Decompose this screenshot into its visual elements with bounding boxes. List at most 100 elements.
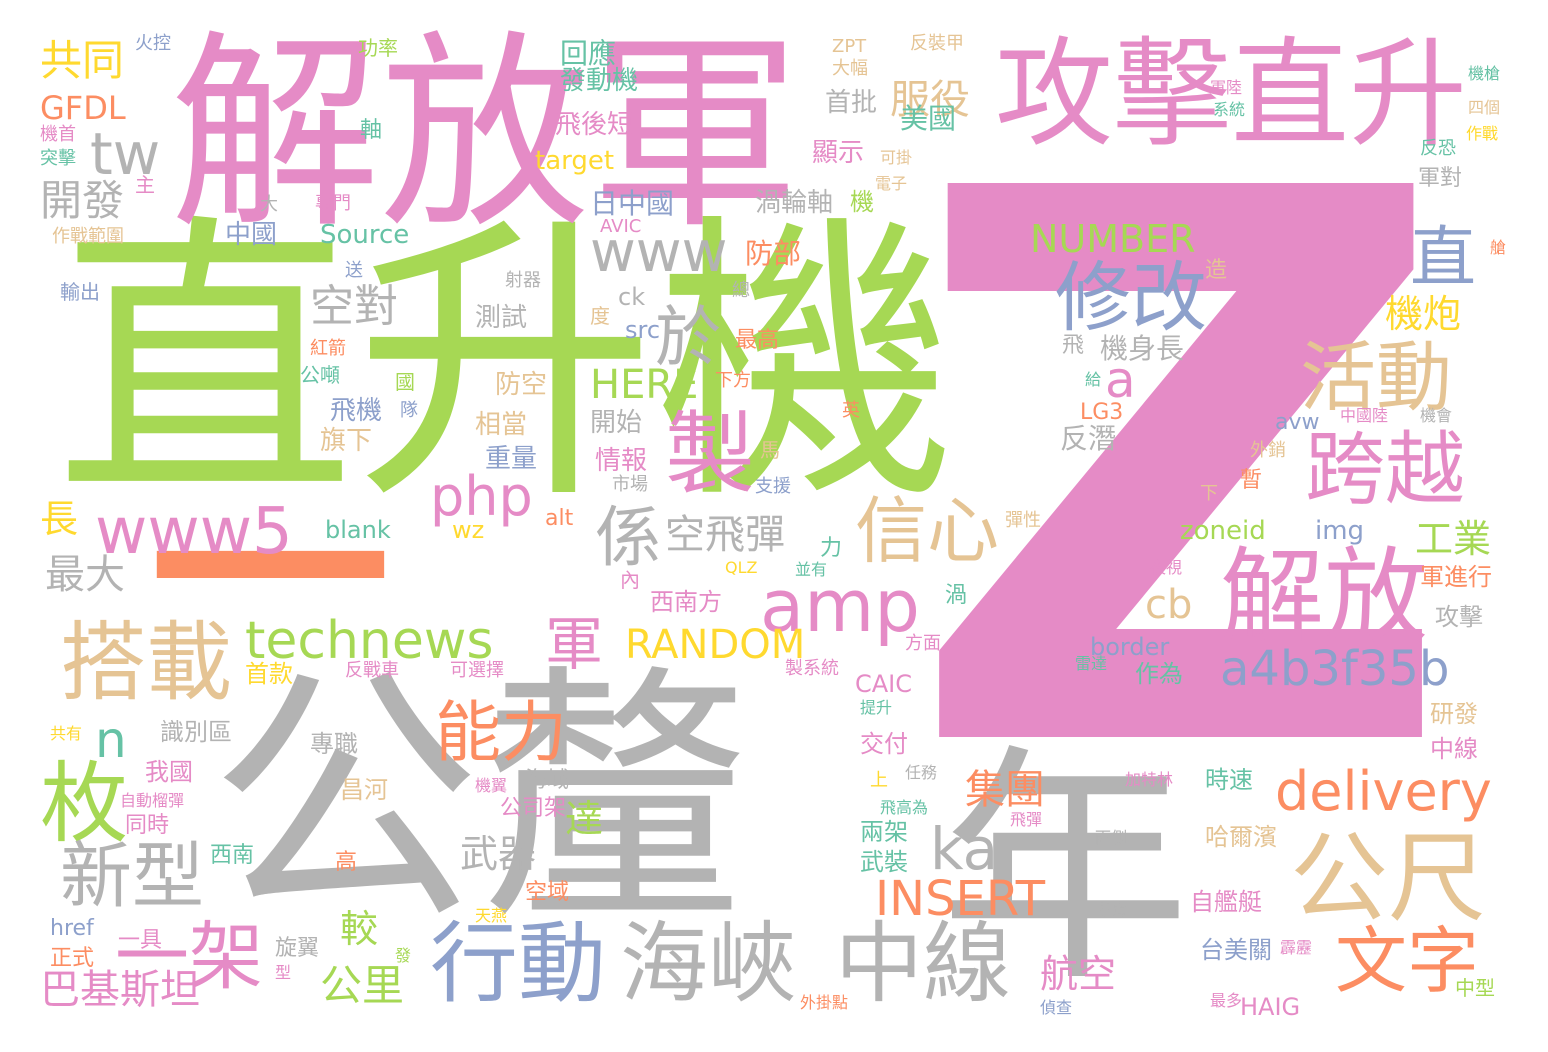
word: 昌河 xyxy=(340,776,388,804)
word: 隊 xyxy=(400,400,418,421)
word: 總 xyxy=(732,280,750,301)
word: 中線 xyxy=(835,912,1012,1015)
word: 中線 xyxy=(1430,735,1478,763)
word: 情報 xyxy=(595,446,648,476)
word: php xyxy=(430,465,533,528)
word: 馬 xyxy=(760,438,780,462)
word: 雷達 xyxy=(1075,654,1108,673)
word: 下 xyxy=(1200,483,1218,504)
word: 信心 xyxy=(855,489,1000,573)
word: 自動榴彈 xyxy=(120,791,185,810)
word: 一架 xyxy=(115,914,263,1000)
word: 輸出 xyxy=(60,280,100,304)
word: 搭載 xyxy=(60,613,232,713)
word: 兩架 xyxy=(860,818,908,846)
word: 霹靂 xyxy=(1280,938,1313,957)
word: 公里 xyxy=(320,961,405,1010)
word: CAIC xyxy=(855,670,913,698)
word: 同時 xyxy=(125,813,170,838)
word: 方面 xyxy=(905,633,941,654)
word: 機槍 xyxy=(1468,64,1501,83)
word: 美國 xyxy=(900,102,957,135)
word: 西南 xyxy=(210,843,255,868)
word: 高 xyxy=(335,850,358,875)
word: 相當 xyxy=(475,410,528,440)
word: AVIC xyxy=(600,216,642,237)
word: 防部 xyxy=(745,237,802,270)
word: 四個 xyxy=(1468,98,1501,117)
word: 發動機 xyxy=(560,66,639,96)
word: 機翼 xyxy=(475,776,508,795)
word: 反潛 xyxy=(1060,422,1117,455)
word: 重量 xyxy=(485,444,538,474)
word: 攻擊 xyxy=(1435,603,1483,631)
word: 行動 xyxy=(430,912,607,1015)
word: 最大 xyxy=(45,552,125,598)
word: 中國陸 xyxy=(1340,406,1389,425)
word: 旋翼 xyxy=(275,936,320,961)
word: 機首 xyxy=(40,124,76,145)
word: 日中國 xyxy=(590,187,675,220)
word: 專門 xyxy=(315,193,351,214)
word: 航空 xyxy=(1040,952,1117,996)
word: 長 xyxy=(40,497,79,541)
word: 跨越 xyxy=(1305,423,1465,516)
word: 自艦艇 xyxy=(1190,888,1262,916)
word: 考慮 xyxy=(1095,900,1128,919)
word: 飛 xyxy=(1062,333,1085,358)
word: border xyxy=(1090,633,1170,661)
word: NUMBER xyxy=(1030,217,1196,261)
word: RANDOM xyxy=(625,622,806,668)
word: INSERT xyxy=(875,871,1046,927)
word: 機炮 xyxy=(1385,292,1462,336)
word: 正式 xyxy=(50,946,95,971)
word: 時速 xyxy=(1205,766,1253,794)
word: 飛彈 xyxy=(1010,810,1043,829)
word: 並有 xyxy=(795,560,828,579)
word: 雨側 xyxy=(1095,828,1128,847)
word: 天燕 xyxy=(475,906,508,925)
word: 上 xyxy=(870,770,888,791)
word: 新型 xyxy=(60,834,205,918)
word: 飛後短 xyxy=(555,110,634,140)
word: 回應 xyxy=(560,37,617,70)
word: 飛高為 xyxy=(880,798,929,817)
word: www5 xyxy=(95,495,293,569)
word: 射器 xyxy=(505,270,541,291)
word: 活動 xyxy=(1300,333,1452,422)
word: 顯示 xyxy=(812,138,865,168)
word: 下方 xyxy=(715,370,751,391)
word: 製 xyxy=(665,402,755,507)
word: QLZ xyxy=(725,558,758,577)
word: 軸 xyxy=(360,118,383,143)
word: 軍進行 xyxy=(1420,563,1492,591)
word: 軍陸 xyxy=(1210,78,1243,97)
word-year: 年 xyxy=(940,724,1190,1015)
word: 夜視 xyxy=(1150,558,1183,577)
word: target xyxy=(535,146,615,176)
word: 公噸 xyxy=(300,363,340,387)
word: 巴基斯坦 xyxy=(40,967,200,1013)
word: ck xyxy=(618,283,646,311)
word: 西南方 xyxy=(650,588,722,616)
word: 反裝甲 xyxy=(910,33,964,54)
word: 反戰車 xyxy=(345,660,399,681)
word-one: 一 xyxy=(150,435,391,715)
word: 係 xyxy=(595,499,661,576)
word: 公司架 xyxy=(500,796,567,821)
word: LG3 xyxy=(1080,400,1124,425)
word: 空域 xyxy=(525,880,570,905)
word: 服役 xyxy=(890,77,970,123)
word: zoneid xyxy=(1180,516,1266,546)
word: 共有 xyxy=(50,724,83,743)
word: 暫 xyxy=(1240,468,1263,493)
word: 工業 xyxy=(1415,517,1492,561)
word: 國 xyxy=(395,370,415,394)
word: GFDL xyxy=(40,89,126,127)
word: 機 xyxy=(850,188,874,216)
word: Source xyxy=(320,220,410,250)
word: 提升 xyxy=(860,698,893,717)
word: href xyxy=(50,916,94,941)
word: 共同 xyxy=(40,36,125,85)
